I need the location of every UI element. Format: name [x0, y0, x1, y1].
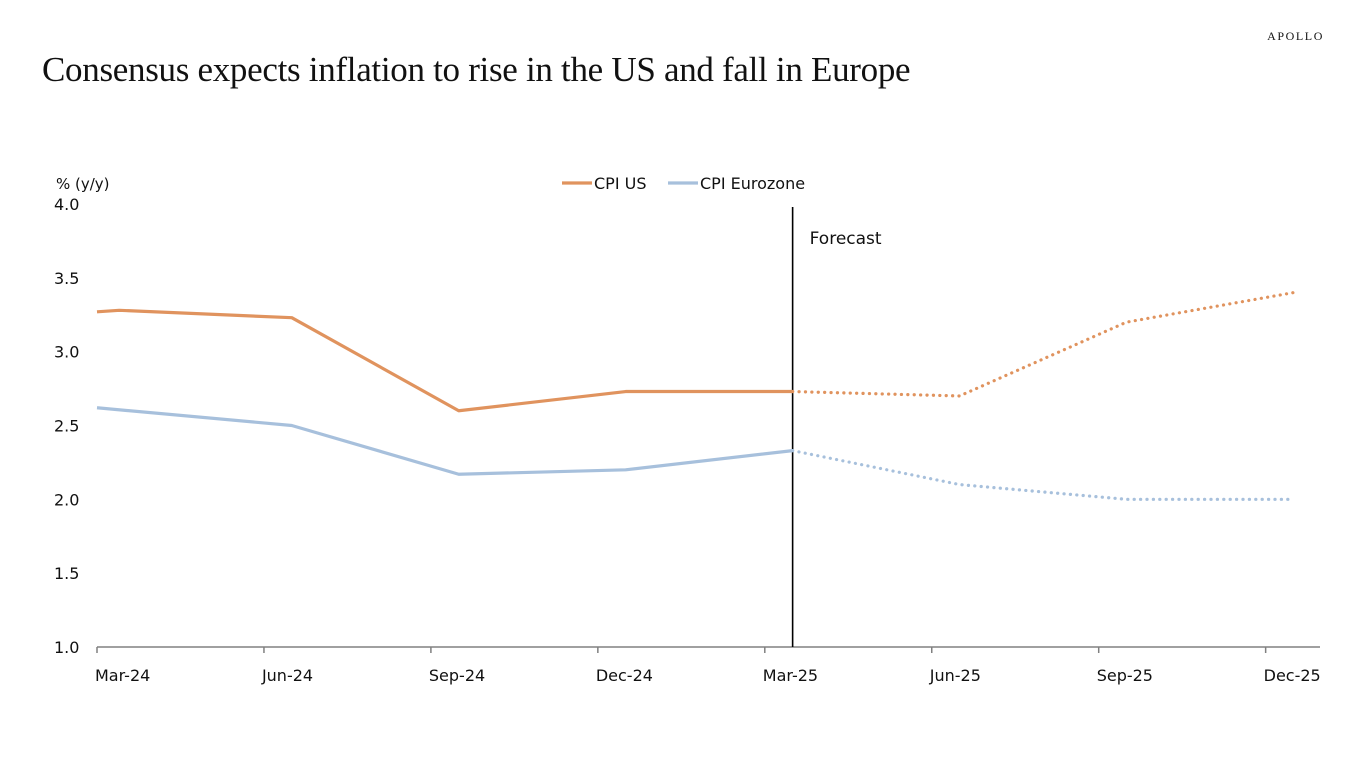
cpi-us-actual-line [96, 308, 793, 413]
y-tick-label: 4.0 [54, 195, 79, 214]
cpi-eurozone-forecast-line [791, 449, 1296, 501]
y-tick-label: 2.5 [54, 417, 79, 436]
y-tick-label: 2.0 [54, 490, 79, 509]
x-tick-label: Jun-25 [929, 666, 981, 685]
y-tick-label: 1.5 [54, 564, 79, 583]
x-tick-label: Dec-25 [1264, 666, 1321, 685]
y-tick-label: 3.0 [54, 343, 79, 362]
x-tick-label: Mar-24 [95, 666, 150, 685]
x-tick-label: Sep-25 [1097, 666, 1153, 685]
x-tick-label: Jun-24 [261, 666, 313, 685]
x-tick-label: Dec-24 [596, 666, 653, 685]
y-tick-label: 1.0 [54, 638, 79, 657]
cpi-eurozone-actual-line [96, 406, 793, 476]
y-tick-label: 3.5 [54, 269, 79, 288]
brand-logo: APOLLO [1267, 29, 1324, 43]
y-axis-unit-label: % (y/y) [56, 175, 110, 193]
legend-label-cpi-eurozone: CPI Eurozone [700, 174, 805, 193]
x-tick-label: Mar-25 [763, 666, 818, 685]
x-tick-label: Sep-24 [429, 666, 485, 685]
legend-label-cpi-us: CPI US [594, 174, 647, 193]
cpi-us-forecast-line [791, 291, 1296, 398]
chart-title: Consensus expects inflation to rise in t… [42, 50, 911, 89]
forecast-annotation: Forecast [810, 229, 882, 249]
